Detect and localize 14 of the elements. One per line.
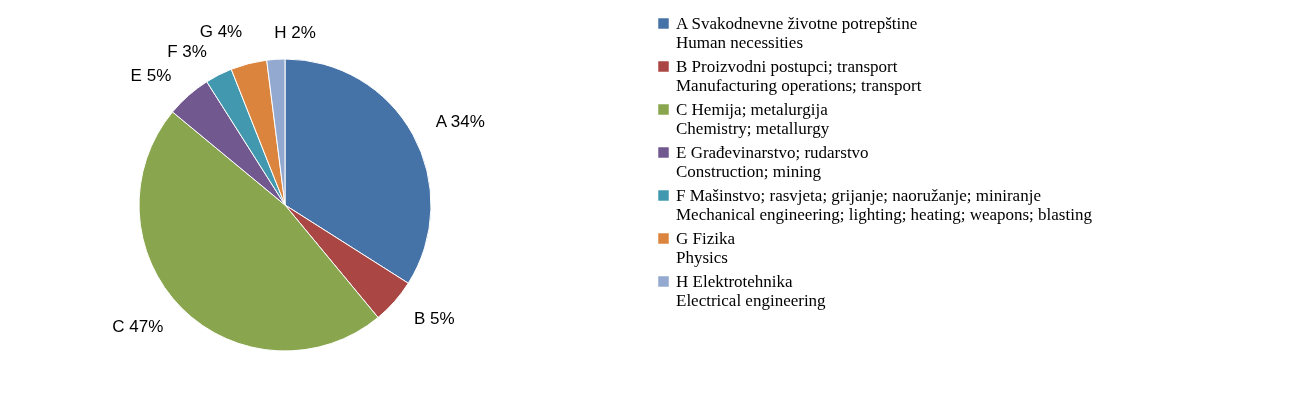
legend-label: E Građevinarstvo; rudarstvo Construction; mining	[676, 142, 869, 181]
data-label: C 47%	[112, 316, 164, 336]
data-label: E 5%	[130, 65, 172, 85]
data-label: F 3%	[167, 41, 207, 61]
legend-label: H Elektrotehnika Electrical engineering	[676, 271, 827, 310]
legend-label: C Hemija; metalurgija Chemistry; metallurgy	[676, 99, 830, 138]
legend-label: A Svakodnevne životne potrepštine Human necessities	[676, 13, 918, 52]
data-label: G 4%	[199, 21, 243, 41]
legend-label: G Fizika Physics	[676, 228, 736, 267]
legend-label: F Mašinstvo; rasvjeta; grijanje; naoružanje; miniranje Mechanical engineering; lighting; heating; weapons; blasting	[676, 185, 1093, 224]
data-label: A 34%	[435, 112, 485, 132]
data-label: B 5%	[414, 308, 455, 328]
legend-label: B Proizvodni postupci; transport Manufacturing operations; transport	[676, 56, 922, 95]
data-label: H 2%	[274, 23, 316, 43]
